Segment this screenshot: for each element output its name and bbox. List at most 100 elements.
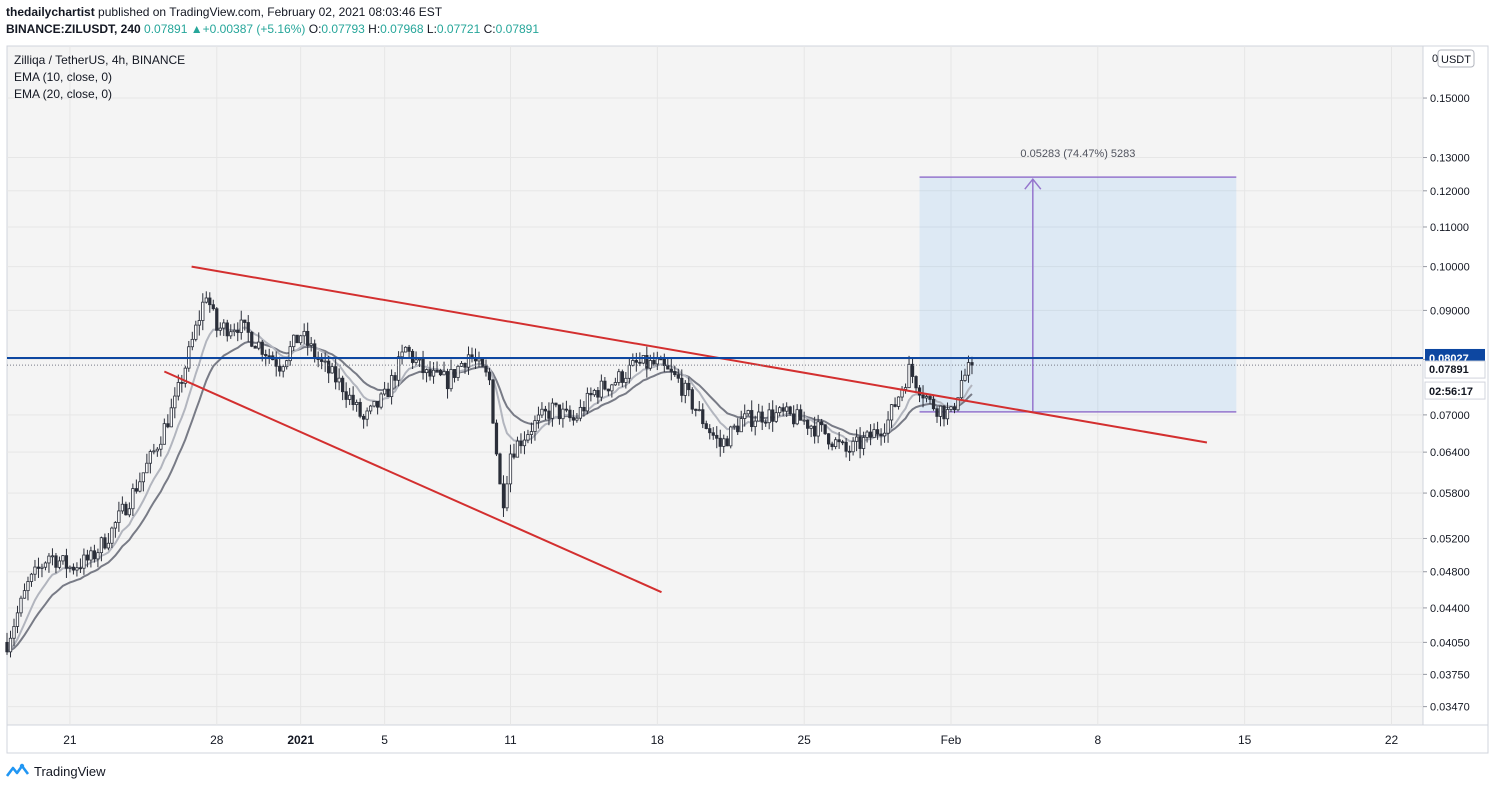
candle-body bbox=[264, 353, 268, 357]
candle-body bbox=[526, 434, 530, 441]
candle-body bbox=[320, 359, 324, 362]
upper-wedge-line bbox=[191, 265, 1208, 444]
candle-body bbox=[85, 554, 90, 561]
candle-body bbox=[729, 426, 733, 447]
candle-body bbox=[379, 393, 383, 408]
candle-body bbox=[292, 334, 296, 348]
candle-body bbox=[12, 626, 16, 639]
publisher-name[interactable]: thedailychartist bbox=[6, 5, 95, 19]
candle-body bbox=[323, 360, 327, 363]
candle-body bbox=[840, 441, 845, 444]
candle-body bbox=[382, 388, 387, 395]
candle-body bbox=[792, 413, 796, 425]
candle-body bbox=[655, 358, 659, 365]
candle-body bbox=[778, 407, 782, 414]
candle-body bbox=[484, 365, 488, 373]
y-tick-label: 0.04800 bbox=[1430, 567, 1470, 579]
candle-body bbox=[592, 390, 597, 396]
candles-group bbox=[5, 291, 974, 658]
candle-body bbox=[820, 421, 824, 426]
candle-body bbox=[456, 365, 460, 378]
legend-title: Zilliqa / TetherUS, 4h, BINANCE bbox=[14, 53, 186, 67]
candle-body bbox=[606, 388, 610, 392]
y-tick-label: 0.09000 bbox=[1430, 305, 1470, 317]
candle-body bbox=[152, 450, 156, 453]
candle-body bbox=[491, 379, 495, 424]
candle-body bbox=[50, 555, 55, 558]
price-chart[interactable]: 0.15000 0.13000 0.12000 0.11000 0.10000 0.090… bbox=[0, 0, 1494, 760]
candle-body bbox=[274, 359, 278, 367]
candle-body bbox=[134, 488, 138, 492]
candle-body bbox=[131, 488, 135, 510]
candle-body bbox=[764, 421, 768, 424]
candle-body bbox=[190, 338, 194, 348]
symbol-name: BINANCE:ZILUSDT, 240 bbox=[6, 22, 141, 36]
candle-body bbox=[956, 397, 960, 411]
candle-body bbox=[117, 510, 121, 523]
legend-ema10[interactable]: EMA (10, close, 0) bbox=[14, 70, 113, 84]
candle-body bbox=[774, 412, 778, 422]
candle-body bbox=[428, 369, 432, 377]
candle-body bbox=[288, 346, 292, 362]
low-label: L: bbox=[426, 22, 437, 36]
candle-body bbox=[389, 375, 394, 398]
candle-body bbox=[669, 368, 673, 372]
candle-body bbox=[865, 431, 869, 438]
candle-body bbox=[893, 404, 897, 407]
candle-body bbox=[19, 597, 23, 614]
candle-body bbox=[966, 362, 971, 376]
legend-ema20[interactable]: EMA (20, close, 0) bbox=[14, 87, 113, 101]
x-tick-label: 18 bbox=[651, 733, 665, 747]
candle-body bbox=[676, 374, 680, 379]
candle-body bbox=[540, 408, 544, 416]
candle-body bbox=[201, 301, 205, 321]
candle-body bbox=[400, 351, 404, 358]
candle-body bbox=[159, 443, 163, 450]
candle-body bbox=[176, 382, 180, 397]
candle-body bbox=[561, 408, 565, 420]
candle-body bbox=[512, 453, 516, 458]
time-axis-area bbox=[6, 724, 1489, 754]
candle-body bbox=[155, 448, 159, 452]
candle-body bbox=[673, 371, 677, 376]
candle-body bbox=[36, 566, 41, 569]
candle-body bbox=[519, 440, 523, 447]
x-tick-label: 5 bbox=[381, 733, 388, 747]
y-tick-label: 0.07000 bbox=[1430, 410, 1470, 422]
candle-body bbox=[851, 440, 855, 453]
candle-body bbox=[781, 407, 785, 412]
candle-body bbox=[875, 429, 880, 435]
candle-body bbox=[627, 364, 631, 379]
candle-body bbox=[431, 369, 436, 377]
candle-body bbox=[257, 341, 261, 349]
candle-body bbox=[624, 377, 628, 383]
currency-label-box bbox=[1437, 49, 1475, 68]
candle-body bbox=[505, 483, 509, 509]
candle-body bbox=[239, 319, 243, 333]
candle-body bbox=[403, 346, 408, 353]
candle-body bbox=[952, 406, 957, 411]
candle-body bbox=[110, 527, 114, 544]
y-tick-label: 0.05800 bbox=[1430, 488, 1470, 500]
candle-body bbox=[760, 411, 764, 423]
candle-body bbox=[963, 374, 967, 381]
candle-body bbox=[683, 382, 687, 396]
y-tick-label: 0.10000 bbox=[1430, 262, 1470, 274]
candle-body bbox=[620, 371, 624, 383]
candle-body bbox=[589, 392, 593, 396]
candle-body bbox=[813, 425, 817, 437]
candle-body bbox=[708, 428, 712, 434]
tradingview-footer[interactable]: TradingView bbox=[6, 763, 106, 779]
y-tick-label: 0.05200 bbox=[1430, 533, 1470, 545]
candle-body bbox=[757, 411, 761, 422]
x-tick-label: 2021 bbox=[287, 733, 314, 747]
last-price: 0.07891 bbox=[144, 22, 188, 36]
candle-body bbox=[536, 414, 541, 422]
candle-body bbox=[970, 362, 974, 366]
candle-body bbox=[697, 409, 701, 412]
candle-body bbox=[910, 363, 915, 377]
candle-body bbox=[232, 329, 236, 333]
y-tick-label: 0.03750 bbox=[1430, 669, 1470, 681]
y-tick-label: 0.15000 bbox=[1430, 93, 1470, 105]
candle-body bbox=[82, 554, 86, 569]
